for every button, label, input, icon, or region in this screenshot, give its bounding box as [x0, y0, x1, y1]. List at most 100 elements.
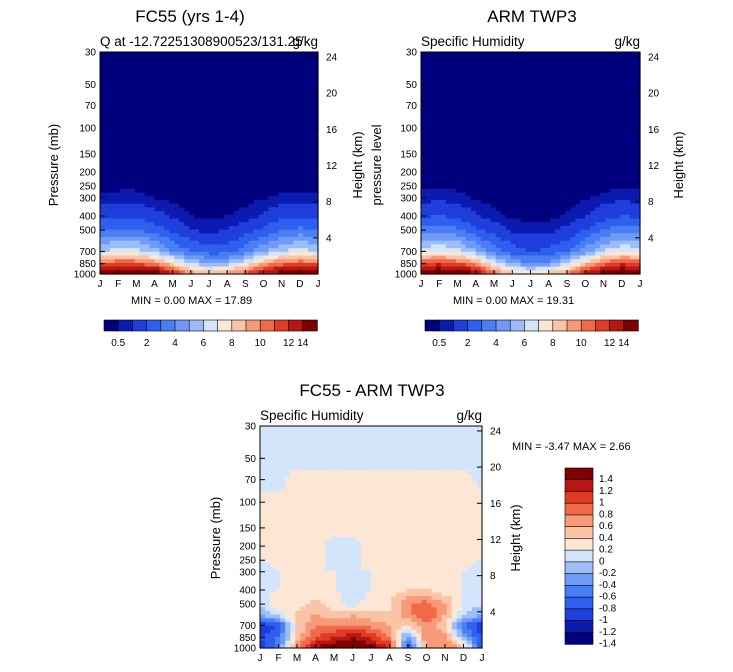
heatmap-cell [470, 185, 477, 190]
heatmap-cell [298, 203, 304, 208]
heatmap-cell [590, 174, 596, 179]
heatmap-cell [189, 244, 195, 249]
heatmap-cell [495, 163, 502, 168]
colorbar-swatch [259, 319, 276, 332]
heatmap-cell [169, 181, 175, 186]
heatmap-cell [238, 174, 245, 179]
heatmap-cell [570, 81, 576, 86]
heatmap-cell [425, 203, 432, 208]
heatmap-cell [585, 63, 591, 68]
heatmap-cell [134, 126, 141, 131]
heatmap-cell [233, 166, 240, 171]
heatmap-cell [134, 81, 141, 86]
heatmap-cell [164, 118, 170, 123]
heatmap-cell [139, 133, 146, 138]
heatmap-cell [199, 137, 205, 142]
heatmap-cell [293, 188, 299, 194]
heatmap-cell [298, 155, 304, 160]
heatmap-cell [615, 118, 621, 123]
heatmap-cell [139, 52, 146, 57]
heatmap-cell [278, 52, 284, 57]
heatmap-cell [119, 251, 126, 257]
heatmap-cell [590, 129, 596, 134]
heatmap-cell [515, 196, 522, 201]
heatmap-cell [233, 89, 240, 94]
heatmap-cell [273, 259, 279, 264]
heatmap-cell [149, 163, 156, 168]
heatmap-cell [308, 111, 314, 116]
heatmap-cell [209, 270, 215, 275]
heatmap-cell [600, 140, 606, 146]
heatmap-cell [263, 111, 270, 116]
heatmap-cell [283, 200, 289, 205]
heatmap-cell [500, 81, 507, 86]
heatmap-cell [550, 100, 556, 105]
heatmap-cell [204, 214, 210, 220]
heatmap-cell [555, 200, 561, 205]
heatmap-cell [635, 63, 641, 68]
heatmap-cell [435, 81, 442, 86]
heatmap-cell [169, 55, 175, 60]
heatmap-cell [430, 107, 437, 112]
heatmap-cell [505, 188, 512, 194]
heatmap-cell [585, 81, 591, 86]
heatmap-cell [475, 163, 482, 168]
heatmap-cell [154, 192, 161, 197]
heatmap-cell [194, 181, 200, 186]
heatmap-cell [243, 185, 250, 190]
heatmap-cell [610, 114, 616, 120]
heatmap-cell [213, 214, 220, 220]
heatmap-cell [615, 163, 621, 168]
heatmap-cell [595, 225, 601, 231]
heatmap-cell [243, 114, 250, 120]
heatmap-cell [525, 126, 532, 131]
heatmap-cell [100, 74, 106, 79]
heatmap-cell [218, 140, 225, 146]
heatmap-cell [149, 225, 156, 231]
heatmap-cell [560, 151, 566, 157]
heatmap-cell [625, 81, 631, 86]
heatmap-cell [480, 122, 487, 127]
heatmap-cell [600, 174, 606, 179]
heatmap-cell [159, 52, 165, 57]
heatmap-cell [233, 248, 240, 253]
heatmap-cell [109, 140, 116, 146]
heatmap-cell [450, 185, 457, 190]
heatmap-cell [620, 155, 626, 160]
heatmap-cell [179, 244, 185, 249]
heatmap-cell [233, 151, 240, 157]
heatmap-cell [248, 59, 255, 64]
heatmap-cell [313, 177, 319, 183]
heatmap-cell [595, 177, 601, 183]
heatmap-cell [134, 203, 141, 208]
heatmap-cell [129, 107, 136, 112]
heatmap-cell [119, 192, 126, 197]
heatmap-cell [530, 66, 537, 72]
heatmap-cell [550, 66, 556, 72]
heatmap-cell [585, 222, 591, 227]
heatmap-cell [273, 170, 279, 175]
heatmap-cell [555, 89, 561, 94]
heatmap-cell [169, 66, 175, 72]
heatmap-cell [139, 244, 146, 249]
heatmap-cell [129, 240, 136, 245]
heatmap-cell [129, 185, 136, 190]
heatmap-cell [600, 66, 606, 72]
heatmap-cell [600, 237, 606, 242]
heatmap-cell [104, 85, 111, 90]
heatmap-cell [189, 155, 195, 160]
heatmap-cell [605, 214, 611, 220]
heatmap-cell [273, 229, 279, 234]
heatmap-cell [134, 270, 141, 275]
heatmap-cell [248, 133, 255, 138]
heatmap-cell [610, 233, 616, 238]
heatmap-cell [615, 207, 621, 212]
heatmap-cell [298, 140, 304, 146]
heatmap-cell [149, 129, 156, 134]
heatmap-cell [169, 207, 175, 212]
heatmap-cell [585, 66, 591, 72]
heatmap-cell [421, 63, 427, 68]
heatmap-cell [129, 233, 136, 238]
heatmap-cell [204, 59, 210, 64]
heatmap-cell [495, 107, 502, 112]
